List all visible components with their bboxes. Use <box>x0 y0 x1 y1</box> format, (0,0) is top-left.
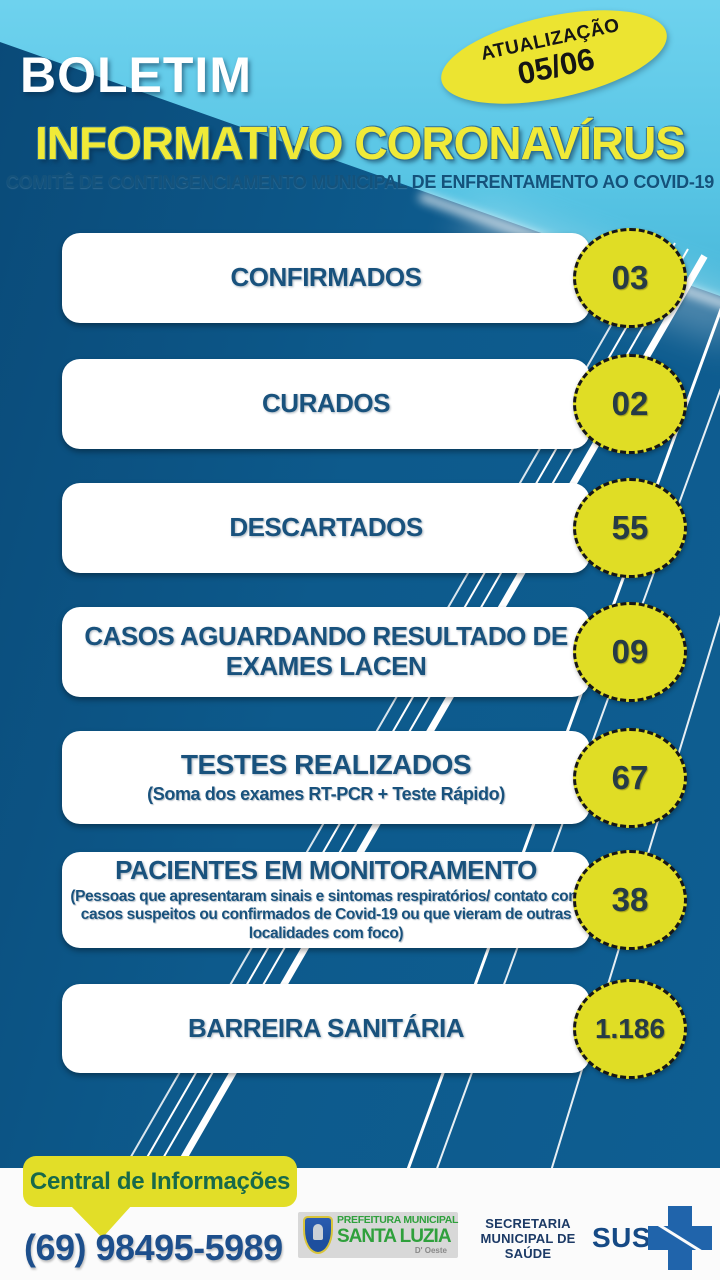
stat-value: 02 <box>611 385 649 422</box>
stat-card-pacientes-monitoramento: PACIENTES EM MONITORAMENTO (Pessoas que … <box>62 850 687 950</box>
prefeitura-logo: PREFEITURA MUNICIPAL SANTA LUZIA D' Oest… <box>298 1212 458 1258</box>
stat-value-badge: 09 <box>573 602 687 702</box>
stat-value: 09 <box>611 633 649 670</box>
info-center-label: Central de Informações <box>29 1167 291 1195</box>
stat-value: 03 <box>611 259 649 296</box>
stat-value-badge: 67 <box>573 727 687 828</box>
phone-number: (69) 98495-5989 <box>24 1227 283 1268</box>
stat-card-aguardando-lacen: CASOS AGUARDANDO RESULTADO DE EXAMES LAC… <box>62 602 687 702</box>
stat-label: CURADOS <box>262 388 390 419</box>
stat-sublabel: (Pessoas que apresentaram sinais e sinto… <box>70 887 582 943</box>
stat-value: 38 <box>611 881 649 918</box>
stat-label: DESCARTADOS <box>229 512 423 543</box>
stat-value: 55 <box>611 509 649 546</box>
stat-value-badge: 03 <box>573 228 687 328</box>
stat-card-descartados: DESCARTADOS 55 <box>62 478 687 578</box>
prefeitura-logo-text: PREFEITURA MUNICIPAL SANTA LUZIA D' Oest… <box>337 1214 459 1255</box>
prefeitura-line3: D' Oeste <box>414 1245 447 1255</box>
stat-label: TESTES REALIZADOS <box>180 749 472 781</box>
sus-cross-icon <box>648 1206 712 1270</box>
stat-value-badge: 38 <box>573 850 687 950</box>
prefeitura-crest-icon <box>303 1216 333 1254</box>
stat-value-badge: 02 <box>573 354 687 454</box>
stat-sublabel: (Soma dos exames RT-PCR + Teste Rápido) <box>147 783 505 804</box>
committee-subtitle: COMITÊ DE CONTINGENCIAMENTO MUNICIPAL DE… <box>6 172 714 192</box>
stat-value: 67 <box>611 758 649 796</box>
title-boletim: BOLETIM <box>20 47 252 103</box>
stat-label: CONFIRMADOS <box>230 262 422 293</box>
stat-value-badge: 1.186 <box>573 978 687 1079</box>
prefeitura-line2: SANTA LUZIA <box>337 1225 452 1247</box>
stat-card-testes-realizados: TESTES REALIZADOS (Soma dos exames RT-PC… <box>62 727 687 828</box>
stat-value: 1.186 <box>594 1012 666 1044</box>
sus-logo-text: SUS <box>592 1222 652 1253</box>
stat-value-badge: 55 <box>573 478 687 578</box>
stat-label: BARREIRA SANITÁRIA <box>187 1012 465 1043</box>
info-center-bubble: Central de Informações <box>23 1156 297 1207</box>
prefeitura-line1: PREFEITURA MUNICIPAL <box>337 1214 459 1227</box>
stat-label: PACIENTES EM MONITORAMENTO <box>115 854 537 885</box>
stat-card-barreira-sanitaria: BARREIRA SANITÁRIA 1.186 <box>62 978 687 1079</box>
title-informativo-coronavirus: INFORMATIVO CORONAVÍRUS <box>35 117 686 169</box>
stat-card-confirmados: CONFIRMADOS 03 <box>62 228 687 328</box>
stat-label: CASOS AGUARDANDO RESULTADO DE EXAMES LAC… <box>84 621 568 681</box>
secretaria-saude-label: SECRETARIA MUNICIPAL DE SAÚDE <box>480 1216 576 1261</box>
stat-card-curados: CURADOS 02 <box>62 354 687 454</box>
